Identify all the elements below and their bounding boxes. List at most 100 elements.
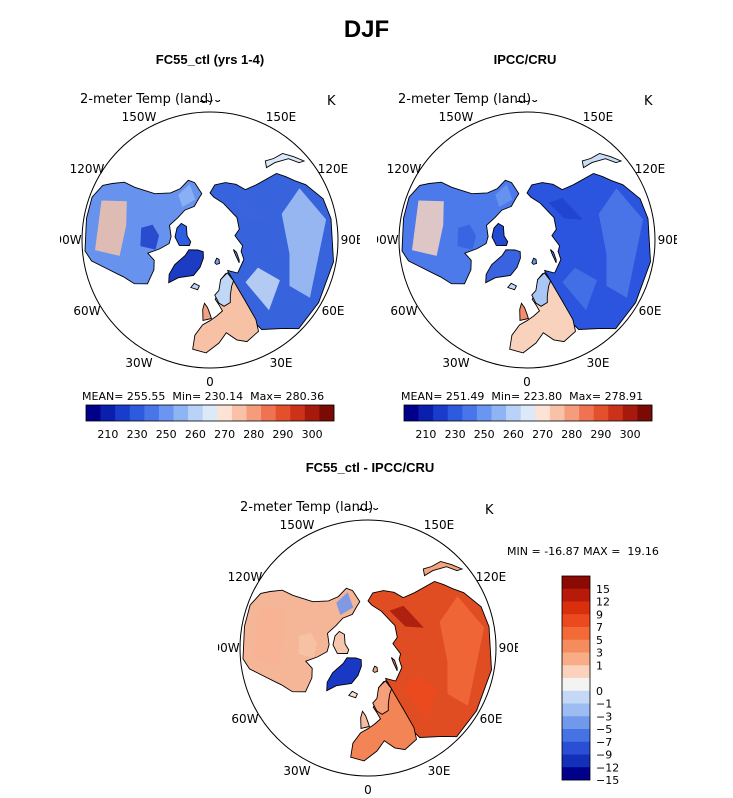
- land-region-scandinavia: [214, 272, 235, 307]
- land-region-iceland: [348, 690, 358, 699]
- colorbar-swatch: [579, 405, 594, 421]
- land-region-arcticIslands: [332, 630, 350, 654]
- longitude-label-60E: 60E: [480, 712, 503, 726]
- colorbar-swatch: [637, 405, 653, 421]
- colorbar-swatch: [188, 405, 204, 421]
- longitude-label-30E: 30E: [428, 764, 451, 778]
- longitude-label-120E: 120E: [318, 162, 349, 176]
- panel-1-colorbar: 210 230 250 260 270 280 290 300: [85, 404, 335, 441]
- colorbar-tick-label: 9: [596, 608, 603, 621]
- colorbar-tick-label: 290: [272, 428, 293, 441]
- colorbar-tick-label: 1: [596, 659, 603, 672]
- colorbar-swatch: [562, 665, 590, 679]
- colorbar-swatch: [562, 716, 590, 730]
- land-patch-3: [412, 200, 444, 256]
- colorbar-swatch: [562, 614, 590, 628]
- panel-3-max-label: MAX =: [583, 545, 621, 558]
- land-region-uk: [519, 302, 529, 321]
- colorbar-tick-label: 280: [561, 428, 582, 441]
- colorbar-tick-label: 7: [596, 621, 603, 634]
- panel-2-max-label: Max=: [569, 390, 602, 403]
- colorbar-tick-label: 290: [590, 428, 611, 441]
- panel-1-max-value: 280.36: [285, 390, 325, 403]
- colorbar-swatch: [290, 405, 306, 421]
- land-patch-4: [457, 224, 476, 250]
- colorbar-swatch: [562, 601, 590, 615]
- colorbar-swatch: [549, 405, 565, 421]
- colorbar-tick-label: 12: [596, 596, 610, 609]
- colorbar-swatch: [202, 405, 218, 421]
- land-patch-0: [439, 596, 485, 706]
- colorbar-swatch: [562, 627, 590, 641]
- colorbar-tick-label: −15: [596, 774, 619, 784]
- panel-1-mean-label: MEAN=: [82, 390, 124, 403]
- panel-1-variable-label: 2-meter Temp (land): [80, 92, 214, 107]
- land-region-iceland: [507, 282, 517, 291]
- colorbar-swatch: [319, 405, 335, 421]
- land-patch-5: [495, 184, 513, 207]
- longitude-label-150E: 150E: [424, 518, 455, 532]
- longitude-label-90E: 90E: [499, 641, 518, 655]
- land-region-novaya: [232, 249, 240, 263]
- land-patch-1: [245, 267, 280, 311]
- colorbar-swatch: [217, 405, 233, 421]
- colorbar-tick-label: 260: [503, 428, 524, 441]
- colorbar-swatch: [304, 405, 320, 421]
- land-patch-5: [336, 592, 354, 615]
- colorbar-swatch: [275, 405, 291, 421]
- colorbar-swatch: [476, 405, 492, 421]
- panel-2-colorbar: 210 230 250 260 270 280 290 300: [403, 404, 653, 441]
- panel-3-polar-map: 180 150E 120E 90E 60E 30E 0 30W 60W 90W 120W 150W: [218, 508, 518, 797]
- longitude-label-0: 0: [206, 375, 214, 389]
- land-region-novaya: [390, 657, 398, 671]
- colorbar-swatch: [562, 767, 590, 781]
- panel-2-min-label: Min=: [491, 390, 521, 403]
- colorbar-swatch: [491, 405, 507, 421]
- panel-3-max-value: 19.16: [627, 545, 659, 558]
- colorbar-swatch: [115, 405, 131, 421]
- colorbar-swatch: [562, 639, 590, 653]
- longitude-label-120E: 120E: [635, 162, 666, 176]
- panel-1-min-label: Min=: [172, 390, 202, 403]
- colorbar-tick-label: 250: [474, 428, 495, 441]
- longitude-label-60E: 60E: [639, 304, 662, 318]
- land-region-uk: [202, 302, 212, 321]
- colorbar-tick-label: 300: [620, 428, 641, 441]
- colorbar-swatch: [562, 754, 590, 768]
- colorbar-tick-label: 15: [596, 583, 610, 596]
- colorbar-tick-label: 300: [302, 428, 323, 441]
- colorbar-swatch: [562, 741, 590, 755]
- colorbar-swatch: [520, 405, 536, 421]
- longitude-label-90W: 90W: [60, 233, 82, 247]
- colorbar-tick-label: −1: [596, 698, 612, 711]
- colorbar-swatch: [129, 405, 145, 421]
- colorbar-tick-label: 230: [445, 428, 466, 441]
- colorbar-swatch: [562, 703, 590, 717]
- land-region-svalbard: [214, 257, 220, 265]
- longitude-label-150W: 150W: [280, 518, 315, 532]
- land-region-japan: [422, 561, 464, 577]
- map-boundary-circle: [398, 111, 656, 369]
- map-boundary-circle: [81, 111, 339, 369]
- panel-2-title: IPCC/CRU: [493, 52, 557, 67]
- panel-2-mean-label: MEAN=: [401, 390, 443, 403]
- panel-3-stats: MIN = -16.87 MAX = 19.16: [507, 545, 659, 558]
- land-patch-2: [548, 197, 583, 220]
- land-patch-0: [281, 188, 327, 298]
- land-region-svalbard: [531, 257, 537, 265]
- colorbar-tick-label: −9: [596, 749, 612, 762]
- panel-2-mean-value: 251.49: [445, 390, 485, 403]
- longitude-label-0: 0: [364, 783, 372, 797]
- colorbar-swatch: [447, 405, 463, 421]
- colorbar-swatch: [158, 405, 174, 421]
- colorbar-swatch: [144, 405, 160, 421]
- colorbar-swatch: [100, 405, 116, 421]
- colorbar-swatch: [593, 405, 609, 421]
- land-region-uk: [360, 710, 370, 729]
- panel-1-mean-value: 255.55: [126, 390, 166, 403]
- land-region-scandinavia: [372, 680, 393, 715]
- colorbar-swatch: [231, 405, 247, 421]
- colorbar-swatch: [261, 405, 276, 421]
- longitude-label-90W: 90W: [218, 641, 240, 655]
- panel-1-stats: MEAN= 255.55 Min= 230.14 Max= 280.36: [82, 390, 324, 403]
